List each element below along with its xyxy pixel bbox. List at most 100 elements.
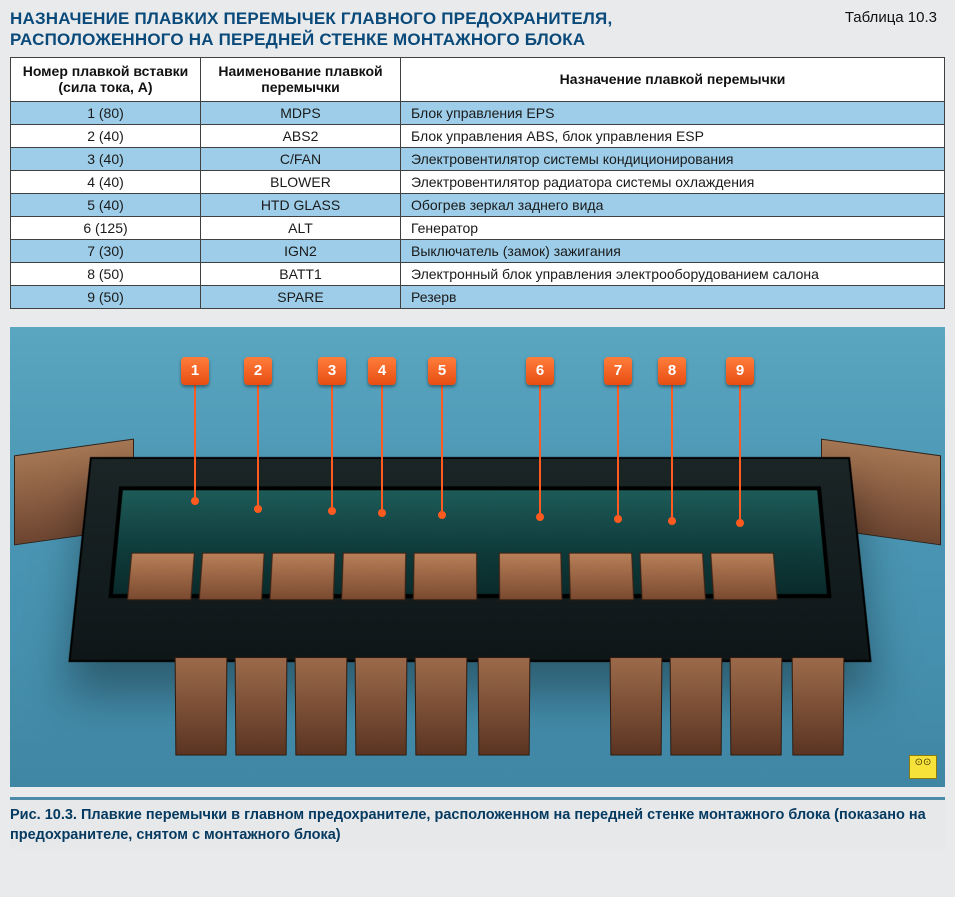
callout-badge: 5 — [428, 357, 456, 385]
table-row: 5 (40)HTD GLASSОбогрев зеркал заднего ви… — [11, 194, 945, 217]
callout-2: 2 — [243, 357, 273, 513]
cell-purpose: Генератор — [401, 217, 945, 240]
callout-7: 7 — [603, 357, 633, 523]
table-row: 4 (40)BLOWERЭлектровентилятор радиатора … — [11, 171, 945, 194]
callout-leader-line — [441, 385, 443, 511]
cell-name: BATT1 — [201, 263, 401, 286]
cell-number: 8 (50) — [11, 263, 201, 286]
table-row: 2 (40)ABS2Блок управления ABS, блок упра… — [11, 125, 945, 148]
table-row: 1 (80)MDPSБлок управления EPS — [11, 102, 945, 125]
callout-dot — [328, 507, 336, 515]
callout-badge: 2 — [244, 357, 272, 385]
callout-6: 6 — [525, 357, 555, 521]
cell-number: 2 (40) — [11, 125, 201, 148]
table-row: 7 (30)IGN2Выключатель (замок) зажигания — [11, 240, 945, 263]
cell-purpose: Электровентилятор радиатора системы охла… — [401, 171, 945, 194]
terminal-tab — [175, 657, 228, 756]
callout-badge: 8 — [658, 357, 686, 385]
callout-leader-line — [539, 385, 541, 513]
callout-leader-line — [257, 385, 259, 505]
callout-leader-line — [381, 385, 383, 509]
callout-dot — [191, 497, 199, 505]
cell-purpose: Блок управления ABS, блок управления ESP — [401, 125, 945, 148]
figure-caption: Рис. 10.3. Плавкие перемычки в главном п… — [10, 806, 945, 845]
callout-dot — [736, 519, 744, 527]
title-line-2: РАСПОЛОЖЕННОГО НА ПЕРЕДНЕЙ СТЕНКЕ МОНТАЖ… — [10, 30, 585, 49]
cell-purpose: Блок управления EPS — [401, 102, 945, 125]
terminal-tab — [355, 657, 408, 756]
cell-number: 3 (40) — [11, 148, 201, 171]
callout-dot — [378, 509, 386, 517]
callout-dot — [614, 515, 622, 523]
terminal-tab — [478, 657, 531, 756]
header-row: НАЗНАЧЕНИЕ ПЛАВКИХ ПЕРЕМЫЧЕК ГЛАВНОГО ПР… — [10, 8, 945, 51]
cell-name: BLOWER — [201, 171, 401, 194]
callout-badge: 7 — [604, 357, 632, 385]
copper-pad — [127, 553, 195, 601]
callout-1: 1 — [180, 357, 210, 505]
col-header-name: Наименование плавкой перемычки — [201, 57, 401, 102]
callout-badge: 1 — [181, 357, 209, 385]
cell-name: ABS2 — [201, 125, 401, 148]
terminal-tab — [730, 657, 783, 756]
cell-name: IGN2 — [201, 240, 401, 263]
cell-name: C/FAN — [201, 148, 401, 171]
fuse-block-pcb — [108, 486, 831, 598]
copper-pad — [413, 553, 477, 601]
title-line-1: НАЗНАЧЕНИЕ ПЛАВКИХ ПЕРЕМЫЧЕК ГЛАВНОГО ПР… — [10, 9, 612, 28]
watermark-icon: ⊙⊙ — [909, 755, 937, 779]
cell-name: ALT — [201, 217, 401, 240]
callout-leader-line — [194, 385, 196, 497]
cell-name: MDPS — [201, 102, 401, 125]
cell-purpose: Электровентилятор системы кондиционирова… — [401, 148, 945, 171]
table-row: 8 (50)BATT1Электронный блок управления э… — [11, 263, 945, 286]
copper-pad — [498, 553, 563, 601]
callout-dot — [438, 511, 446, 519]
callout-9: 9 — [725, 357, 755, 527]
cell-purpose: Обогрев зеркал заднего вида — [401, 194, 945, 217]
table-row: 6 (125)ALTГенератор — [11, 217, 945, 240]
callout-leader-line — [331, 385, 333, 507]
callout-leader-line — [671, 385, 673, 517]
col-header-number: Номер плавкой вставки (сила тока, А) — [11, 57, 201, 102]
terminal-tab — [415, 657, 468, 756]
figure-caption-text: Плавкие перемычки в главном предохраните… — [10, 807, 926, 843]
callout-dot — [668, 517, 676, 525]
copper-pad — [710, 553, 777, 601]
diagram-panel: 123456789 ⊙⊙ — [10, 327, 945, 787]
copper-pad — [569, 553, 635, 601]
callout-badge: 9 — [726, 357, 754, 385]
page-title: НАЗНАЧЕНИЕ ПЛАВКИХ ПЕРЕМЫЧЕК ГЛАВНОГО ПР… — [10, 8, 612, 51]
cell-purpose: Выключатель (замок) зажигания — [401, 240, 945, 263]
callout-badge: 6 — [526, 357, 554, 385]
callout-leader-line — [739, 385, 741, 519]
cell-number: 9 (50) — [11, 286, 201, 309]
terminal-tab — [792, 657, 845, 756]
callout-badge: 4 — [368, 357, 396, 385]
callout-4: 4 — [367, 357, 397, 517]
table-row: 3 (40)C/FANЭлектровентилятор системы кон… — [11, 148, 945, 171]
terminal-tab — [670, 657, 723, 756]
cell-number: 4 (40) — [11, 171, 201, 194]
cell-number: 1 (80) — [11, 102, 201, 125]
cell-name: HTD GLASS — [201, 194, 401, 217]
figure-caption-box: Рис. 10.3. Плавкие перемычки в главном п… — [10, 797, 945, 849]
figure-caption-lead: Рис. 10.3. — [10, 807, 77, 823]
table-row: 9 (50)SPAREРезерв — [11, 286, 945, 309]
cell-number: 6 (125) — [11, 217, 201, 240]
copper-pad — [270, 553, 336, 601]
terminal-tab — [610, 657, 663, 756]
callout-8: 8 — [657, 357, 687, 525]
terminal-tab — [295, 657, 348, 756]
callout-dot — [254, 505, 262, 513]
cell-purpose: Резерв — [401, 286, 945, 309]
copper-pad — [639, 553, 706, 601]
cell-number: 7 (30) — [11, 240, 201, 263]
callout-3: 3 — [317, 357, 347, 515]
cell-name: SPARE — [201, 286, 401, 309]
cell-purpose: Электронный блок управления электрообору… — [401, 263, 945, 286]
col-header-purpose: Назначение плавкой перемычки — [401, 57, 945, 102]
copper-pad — [198, 553, 265, 601]
table-number-label: Таблица 10.3 — [845, 8, 945, 26]
terminal-tab — [235, 657, 288, 756]
